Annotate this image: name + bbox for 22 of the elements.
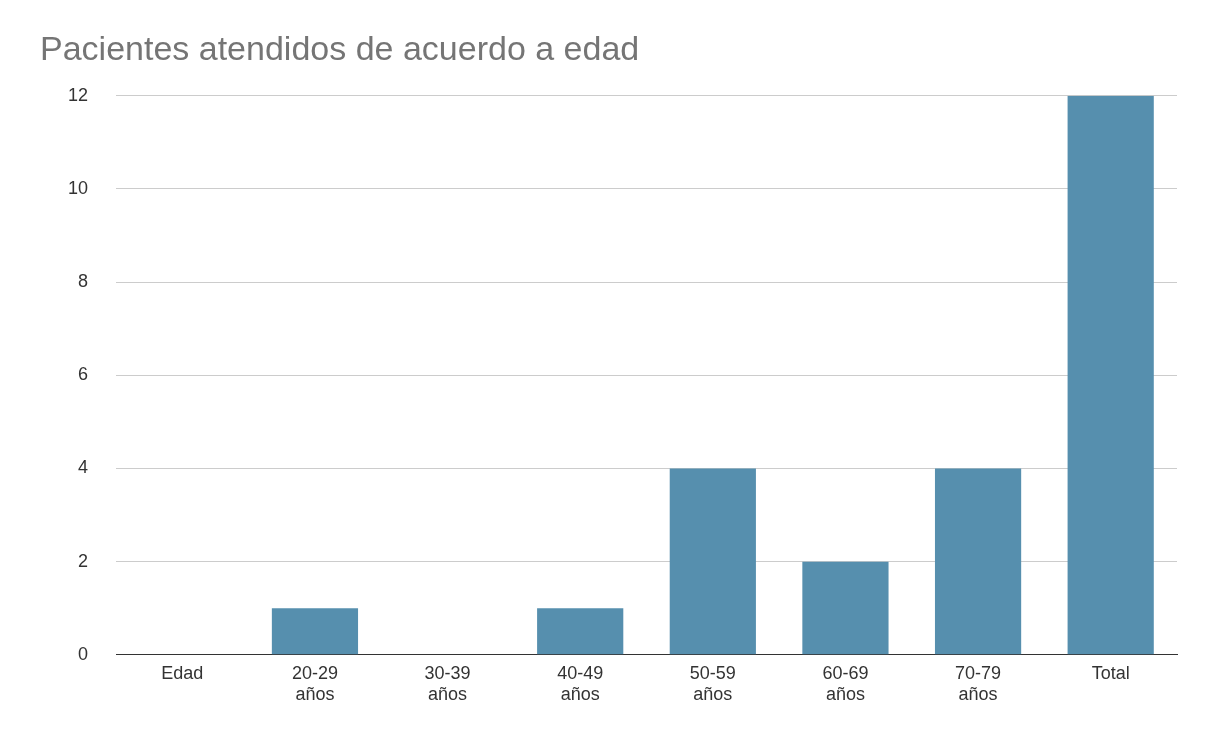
y-tick-label: 6 — [78, 364, 89, 385]
y-tick-label: 0 — [78, 643, 89, 664]
y-tick-label: 10 — [67, 177, 89, 198]
bar — [537, 608, 624, 655]
bar — [934, 468, 1022, 655]
y-tick-label: 4 — [78, 457, 89, 478]
x-tick-label: 30-39 años — [424, 662, 471, 705]
chart-title: Pacientes atendidos de acuerdo a edad — [40, 28, 640, 67]
y-tick-label: 12 — [67, 84, 89, 105]
x-tick-label: 70-79 años — [955, 662, 1002, 705]
bar — [802, 561, 889, 655]
bar — [669, 468, 756, 655]
x-tick-label: 60-69 años — [822, 662, 869, 705]
y-tick-label: 8 — [78, 271, 89, 292]
bar — [271, 608, 359, 655]
x-tick-label: 50-59 años — [689, 662, 736, 705]
bar — [1067, 95, 1154, 655]
y-tick-label: 2 — [78, 550, 89, 571]
x-tick-label: 20-29 años — [291, 662, 338, 705]
x-tick-label: Edad — [161, 662, 204, 683]
x-tick-label: Total — [1091, 662, 1130, 683]
x-tick-label: 40-49 años — [557, 662, 604, 705]
